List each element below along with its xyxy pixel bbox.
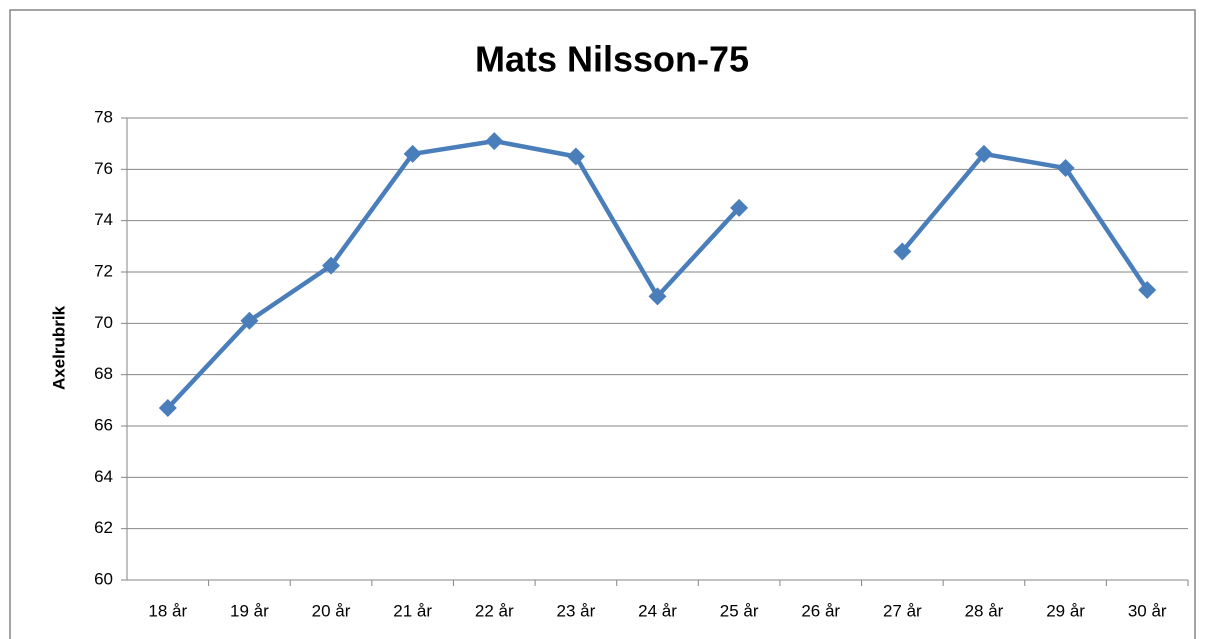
y-tick-label: 62 <box>94 518 113 537</box>
x-tick-label: 23 år <box>557 601 596 620</box>
data-marker <box>974 144 993 163</box>
y-tick-label: 74 <box>94 210 113 229</box>
y-tick-label: 70 <box>94 313 113 332</box>
x-tick-label: 21 år <box>393 601 432 620</box>
x-tick-label: 20 år <box>312 601 351 620</box>
data-marker <box>322 256 341 275</box>
y-tick-label: 66 <box>94 415 113 434</box>
data-line <box>166 138 1150 410</box>
x-tick-label: 27 år <box>883 601 922 620</box>
data-marker <box>648 287 667 306</box>
y-axis-label: Axelrubrik <box>49 305 68 390</box>
x-tick-label: 30 år <box>1128 601 1167 620</box>
y-tick-label: 72 <box>94 261 113 280</box>
data-marker <box>566 147 585 166</box>
x-tick-label: 24 år <box>638 601 677 620</box>
x-tick-label: 26 år <box>801 601 840 620</box>
data-marker <box>893 242 912 261</box>
y-tick-label: 68 <box>94 364 113 383</box>
y-tick-label: 76 <box>94 159 113 178</box>
data-marker <box>403 144 422 163</box>
data-marker <box>1138 280 1157 299</box>
data-marker <box>1056 159 1075 178</box>
x-tick-label: 29 år <box>1046 601 1085 620</box>
y-tick-label: 78 <box>94 107 113 126</box>
x-tick-label: 22 år <box>475 601 514 620</box>
x-tick-label: 18 år <box>148 601 187 620</box>
data-marker <box>158 399 177 418</box>
data-marker <box>730 198 749 217</box>
x-tick-label: 28 år <box>965 601 1004 620</box>
x-tick-label: 25 år <box>720 601 759 620</box>
chart-title: Mats Nilsson-75 <box>475 39 749 80</box>
y-tick-label: 64 <box>94 467 113 486</box>
chart-frame <box>9 9 1196 639</box>
x-tick-label: 19 år <box>230 601 269 620</box>
data-marker <box>240 311 259 330</box>
y-tick-label: 60 <box>94 569 113 588</box>
data-marker <box>485 132 504 151</box>
